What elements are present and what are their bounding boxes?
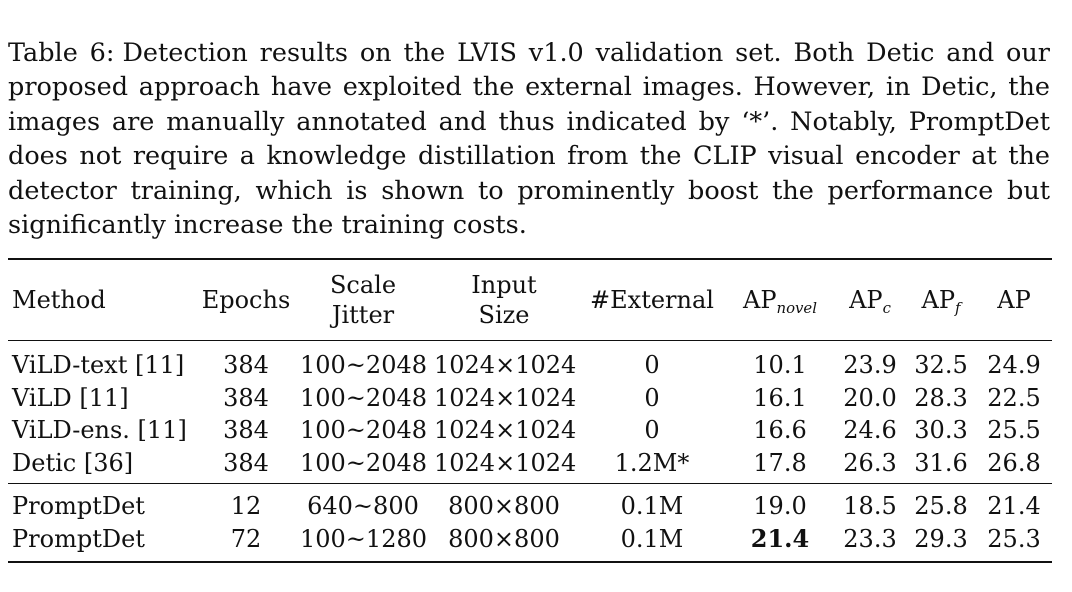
cell-scale-jitter: 100~2048 <box>300 351 427 379</box>
cell-ap-novel: 16.6 <box>753 416 807 444</box>
cell-input-size: 1024×1024 <box>434 416 577 444</box>
cell-ap: 22.5 <box>987 383 1041 412</box>
header-scale-jitter-line2: Jitter <box>331 301 395 329</box>
cell-ap-c: 18.5 <box>843 492 897 520</box>
table-header: Method Epochs Scale Jitter Input Size #E… <box>8 259 1052 341</box>
cell-external: 0 <box>644 383 660 412</box>
cell-external: 0.1M <box>620 524 684 553</box>
header-ap-c-sub: c <box>882 299 891 318</box>
header-ap: AP <box>997 286 1031 314</box>
cell-input-size: 800×800 <box>448 524 560 553</box>
cell-method: ViLD-text [11] <box>12 351 185 379</box>
header-ap-novel-base: AP <box>743 286 777 314</box>
cell-external: 0 <box>644 351 660 379</box>
header-input-size: Input Size <box>430 259 578 341</box>
header-ap-c: APc <box>834 259 906 341</box>
baseline-group: ViLD-text [11] 384 100~2048 1024×1024 0 … <box>8 341 1052 484</box>
header-ap-novel: APnovel <box>726 259 834 341</box>
header-input-size-line2: Size <box>478 301 530 329</box>
cell-input-size: 800×800 <box>448 492 560 520</box>
cell-ap: 24.9 <box>987 351 1041 379</box>
header-ap-f-sub: f <box>954 299 961 318</box>
cell-ap: 25.5 <box>987 416 1041 444</box>
table-row: PromptDet 72 100~1280 800×800 0.1M 21.4 … <box>8 523 1052 563</box>
cell-ap-novel-best: 21.4 <box>750 523 810 553</box>
cell-ap-f: 30.3 <box>914 416 968 444</box>
cell-external: 0 <box>644 416 660 444</box>
cell-ap-novel: 19.0 <box>753 492 807 520</box>
header-scale-jitter-line1: Scale <box>329 271 397 299</box>
cell-ap-f: 31.6 <box>914 448 968 477</box>
header-ap-f-base: AP <box>921 286 955 314</box>
cell-epochs: 384 <box>223 448 269 477</box>
results-table-wrapper: Method Epochs Scale Jitter Input Size #E… <box>8 258 1052 563</box>
cell-input-size: 1024×1024 <box>434 351 577 379</box>
cell-method: PromptDet <box>12 524 145 553</box>
header-ap-c-base: AP <box>849 286 883 314</box>
cell-scale-jitter: 100~2048 <box>300 448 427 477</box>
cell-epochs: 12 <box>230 492 262 520</box>
cell-method: Detic [36] <box>12 448 134 477</box>
header-ap-novel-sub: novel <box>776 299 817 318</box>
cell-ap-novel: 17.8 <box>753 448 807 477</box>
cell-input-size: 1024×1024 <box>434 383 577 412</box>
cell-scale-jitter: 100~2048 <box>300 383 427 412</box>
header-external: #External <box>590 286 714 314</box>
cell-epochs: 72 <box>230 524 262 553</box>
header-input-size-line1: Input <box>471 271 537 299</box>
cell-ap-f: 28.3 <box>914 383 968 412</box>
caption-label: Table 6: <box>8 37 115 68</box>
header-epochs: Epochs <box>201 286 291 314</box>
cell-scale-jitter: 640~800 <box>307 492 419 520</box>
table-row: ViLD-ens. [11] 384 100~2048 1024×1024 0 … <box>8 414 1052 447</box>
cell-external: 0.1M <box>620 492 684 520</box>
cell-ap-c: 23.3 <box>843 524 897 553</box>
table-row: PromptDet 12 640~800 800×800 0.1M 19.0 1… <box>8 484 1052 523</box>
header-ap-f: APf <box>906 259 976 341</box>
cell-ap-f: 29.3 <box>914 524 968 553</box>
cell-ap-c: 20.0 <box>843 383 897 412</box>
cell-method: ViLD [11] <box>12 383 129 412</box>
cell-epochs: 384 <box>223 351 269 379</box>
table-row: ViLD-text [11] 384 100~2048 1024×1024 0 … <box>8 341 1052 382</box>
cell-ap: 21.4 <box>987 492 1041 520</box>
cell-epochs: 384 <box>223 383 269 412</box>
cell-ap-c: 24.6 <box>843 416 897 444</box>
promptdet-group: PromptDet 12 640~800 800×800 0.1M 19.0 1… <box>8 484 1052 563</box>
header-row: Method Epochs Scale Jitter Input Size #E… <box>8 259 1052 341</box>
cell-ap-f: 25.8 <box>914 492 968 520</box>
cell-epochs: 384 <box>223 416 269 444</box>
table-caption: Table 6: Detection results on the LVIS v1… <box>8 36 1050 243</box>
header-scale-jitter: Scale Jitter <box>296 259 430 341</box>
table-row: ViLD [11] 384 100~2048 1024×1024 0 16.1 … <box>8 382 1052 415</box>
cell-input-size: 1024×1024 <box>434 448 577 477</box>
cell-scale-jitter: 100~1280 <box>300 524 427 553</box>
cell-method: PromptDet <box>12 492 145 520</box>
cell-external: 1.2M* <box>614 448 690 477</box>
caption-text: Detection results on the LVIS v1.0 valid… <box>8 37 1050 241</box>
header-method: Method <box>12 286 106 314</box>
cell-scale-jitter: 100~2048 <box>300 416 427 444</box>
cell-ap-c: 23.9 <box>843 351 897 379</box>
table-row: Detic [36] 384 100~2048 1024×1024 1.2M* … <box>8 447 1052 484</box>
cell-ap: 25.3 <box>987 524 1041 553</box>
cell-ap-novel: 16.1 <box>753 383 807 412</box>
cell-method: ViLD-ens. [11] <box>12 416 187 444</box>
cell-ap: 26.8 <box>987 448 1041 477</box>
cell-ap-novel: 10.1 <box>753 351 807 379</box>
cell-ap-f: 32.5 <box>914 351 968 379</box>
results-table: Method Epochs Scale Jitter Input Size #E… <box>8 258 1052 563</box>
cell-ap-c: 26.3 <box>843 448 897 477</box>
